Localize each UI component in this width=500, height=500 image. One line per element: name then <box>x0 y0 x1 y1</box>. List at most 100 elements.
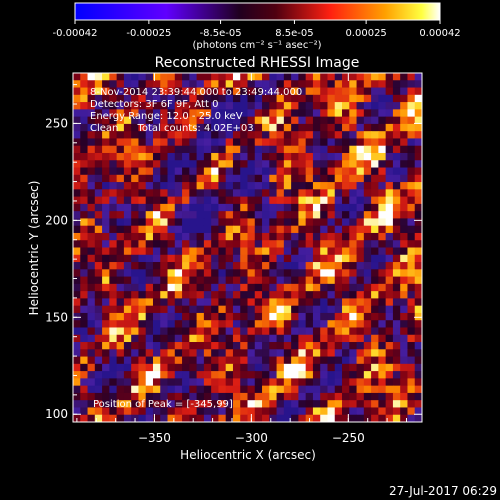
heatmap-cell <box>320 342 328 350</box>
colorbar-tick-label: 8.5e-05 <box>275 28 313 39</box>
heatmap-cell <box>102 80 110 88</box>
heatmap-cell <box>349 392 357 401</box>
heatmap-cell <box>145 87 154 96</box>
heatmap-cell <box>283 414 292 423</box>
heatmap-cell <box>225 138 234 147</box>
heatmap-cell <box>291 123 299 132</box>
heatmap-cell <box>174 363 183 372</box>
heatmap-cell <box>203 298 212 307</box>
heatmap-cell <box>116 262 125 270</box>
heatmap-cell <box>109 218 118 227</box>
heatmap-cell <box>102 356 110 365</box>
heatmap-cell <box>254 312 263 321</box>
heatmap-cell <box>174 247 183 256</box>
heatmap-cell <box>232 414 241 423</box>
heatmap-cell <box>356 160 365 168</box>
heatmap-cell <box>283 291 292 299</box>
heatmap-cell <box>247 312 256 321</box>
heatmap-cell <box>196 232 205 241</box>
heatmap-cell <box>131 320 139 328</box>
heatmap-cell <box>116 145 125 154</box>
heatmap-cell <box>138 94 147 103</box>
heatmap-cell <box>174 73 183 81</box>
heatmap-cell <box>407 254 416 263</box>
heatmap-cell <box>298 182 307 190</box>
heatmap-cell <box>240 327 248 336</box>
heatmap-cell <box>240 392 248 401</box>
heatmap-cell <box>167 218 176 227</box>
heatmap-cell <box>225 385 234 394</box>
heatmap-cell <box>116 312 125 321</box>
heatmap-cell <box>349 80 357 88</box>
heatmap-cell <box>87 102 96 110</box>
heatmap-cell <box>218 240 227 248</box>
heatmap-cell <box>334 414 343 423</box>
heatmap-cell <box>225 327 234 336</box>
heatmap-cell <box>218 276 227 285</box>
heatmap-cell <box>385 356 394 365</box>
heatmap-cell <box>145 327 154 336</box>
heatmap-cell <box>211 203 219 212</box>
heatmap-cell <box>407 407 416 416</box>
heatmap-cell <box>116 356 125 365</box>
heatmap-cell <box>211 349 219 357</box>
heatmap-cell <box>87 167 96 176</box>
heatmap-cell <box>291 342 299 350</box>
heatmap-cell <box>218 73 227 81</box>
heatmap-cell <box>312 378 321 387</box>
heatmap-cell <box>320 378 328 387</box>
heatmap-cell <box>167 123 176 132</box>
heatmap-cell <box>342 298 350 307</box>
heatmap-cell <box>240 291 248 299</box>
heatmap-cell <box>167 240 176 248</box>
heatmap-cell <box>203 116 212 125</box>
heatmap-cell <box>174 116 183 125</box>
heatmap-cell <box>327 276 336 285</box>
heatmap-cell <box>363 254 372 263</box>
heatmap-cell <box>371 385 379 394</box>
heatmap-cell <box>262 203 270 212</box>
heatmap-cell <box>349 363 357 372</box>
heatmap-cell <box>247 378 256 387</box>
heatmap-cell <box>414 291 423 299</box>
heatmap-cell <box>342 109 350 118</box>
heatmap-cell <box>312 225 321 234</box>
heatmap-cell <box>392 305 401 314</box>
heatmap-cell <box>254 232 263 241</box>
heatmap-cell <box>342 392 350 401</box>
heatmap-cell <box>400 349 408 357</box>
heatmap-cell <box>276 414 285 423</box>
heatmap-cell <box>138 291 147 299</box>
heatmap-cell <box>298 240 307 248</box>
heatmap-cell <box>400 203 408 212</box>
heatmap-cell <box>269 211 277 219</box>
heatmap-cell <box>182 276 190 285</box>
heatmap-cell <box>87 116 96 125</box>
heatmap-cell <box>254 73 263 81</box>
heatmap-cell <box>160 392 168 401</box>
heatmap-cell <box>276 102 285 110</box>
heatmap-cell <box>211 269 219 277</box>
heatmap-cell <box>167 356 176 365</box>
heatmap-cell <box>254 102 263 110</box>
y-tick-label: 250 <box>45 116 68 130</box>
heatmap-cell <box>400 102 408 110</box>
heatmap-cell <box>211 385 219 394</box>
heatmap-cell <box>400 320 408 328</box>
heatmap-cell <box>152 312 161 321</box>
heatmap-cell <box>232 123 241 132</box>
heatmap-cell <box>211 283 219 292</box>
heatmap-cell <box>349 254 357 263</box>
heatmap-cell <box>102 247 110 256</box>
heatmap-cell <box>392 87 401 96</box>
heatmap-cell <box>138 196 147 205</box>
heatmap-cell <box>414 94 423 103</box>
heatmap-cell <box>327 109 336 118</box>
heatmap-cell <box>385 225 394 234</box>
heatmap-cell <box>334 298 343 307</box>
heatmap-cell <box>320 196 328 205</box>
heatmap-cell <box>138 262 147 270</box>
heatmap-cell <box>196 131 205 139</box>
heatmap-cell <box>298 305 307 314</box>
heatmap-cell <box>152 80 161 88</box>
